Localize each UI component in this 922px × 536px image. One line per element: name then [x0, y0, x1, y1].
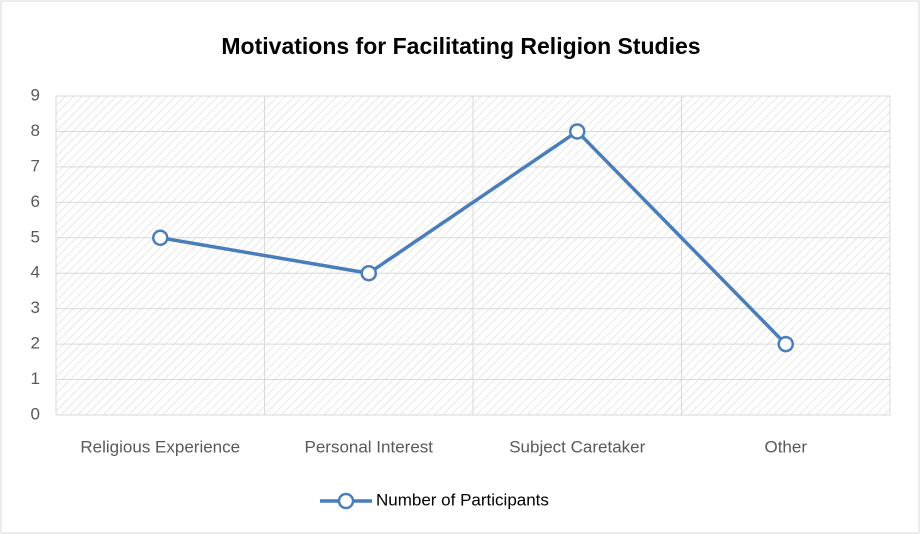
y-tick-label: 7: [31, 156, 40, 175]
x-tick-label: Subject Caretaker: [509, 437, 645, 456]
data-point: [360, 264, 377, 282]
chart-title: Motivations for Facilitating Religion St…: [221, 33, 700, 59]
y-tick-label: 0: [31, 404, 40, 423]
y-tick-label: 3: [31, 298, 40, 317]
data-point: [569, 123, 586, 140]
series-line: [159, 129, 787, 346]
y-tick-label: 5: [31, 227, 40, 246]
y-tick-label: 2: [31, 334, 40, 353]
x-tick-label: Personal Interest: [304, 437, 433, 456]
legend-label: Number of Participants: [376, 490, 549, 509]
data-point: [152, 229, 169, 247]
y-tick-label: 4: [31, 263, 40, 282]
data-point: [777, 335, 794, 353]
x-tick-label: Religious Experience: [80, 437, 240, 456]
x-tick-label: Other: [764, 437, 807, 456]
legend-marker: [337, 492, 355, 510]
y-tick-label: 1: [31, 369, 40, 388]
y-tick-label: 9: [31, 85, 40, 104]
y-tick-label: 6: [31, 192, 40, 211]
y-tick-label: 8: [31, 121, 40, 140]
